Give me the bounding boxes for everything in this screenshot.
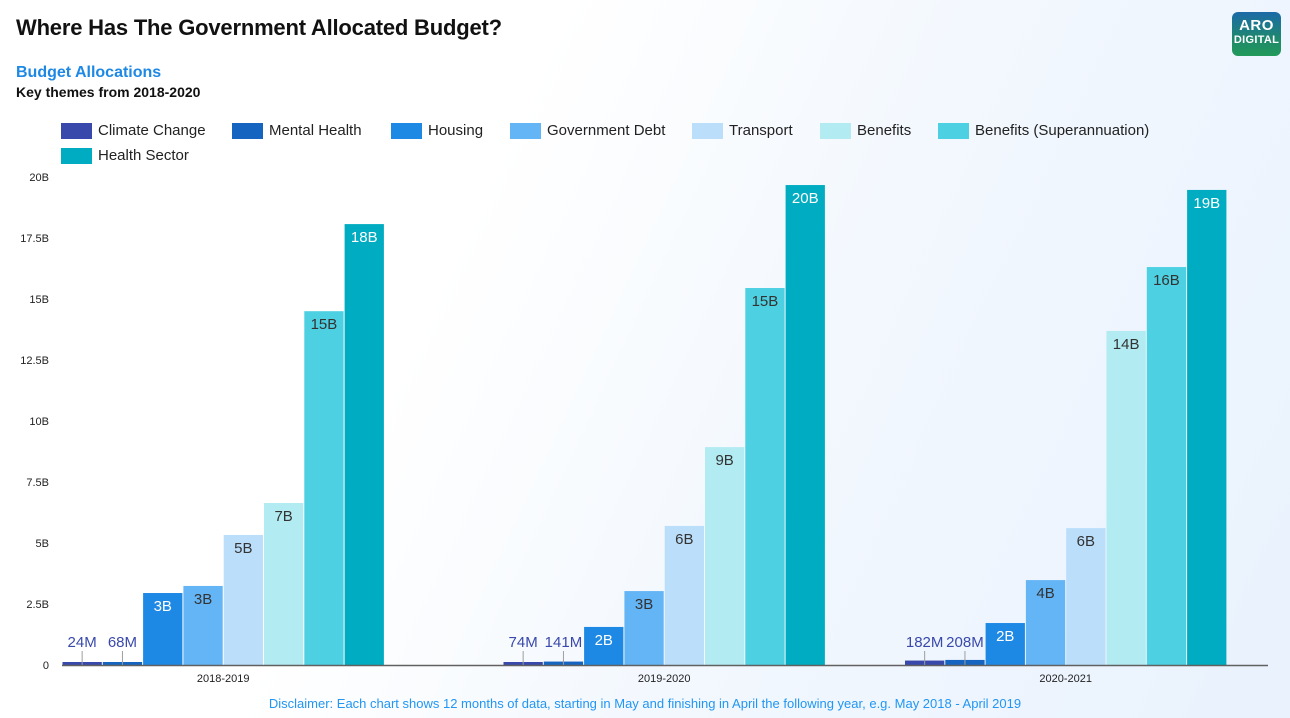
bar-housing bbox=[143, 593, 183, 665]
data-label: 9B bbox=[715, 452, 733, 469]
legend-label: Health Sector bbox=[98, 147, 189, 164]
legend-label: Mental Health bbox=[269, 122, 362, 139]
legend-swatch bbox=[938, 122, 969, 139]
data-label: 15B bbox=[311, 316, 338, 333]
bar-benefits-superannuation bbox=[304, 311, 344, 665]
x-tick-label: 2020-2021 bbox=[1039, 673, 1092, 685]
legend-swatch bbox=[61, 122, 92, 139]
bar-government-debt bbox=[1025, 580, 1066, 665]
bar-housing bbox=[584, 626, 624, 665]
data-label: 4B bbox=[1036, 585, 1054, 602]
bar-benefits-superannuation bbox=[1146, 267, 1187, 665]
legend-label: Benefits (Superannuation) bbox=[975, 122, 1150, 139]
y-tick-label: 20B bbox=[29, 172, 49, 184]
legend-item[interactable]: Government Debt bbox=[510, 122, 665, 139]
data-label: 208M bbox=[946, 634, 984, 651]
logo-text-top: ARO bbox=[1239, 17, 1274, 34]
bar-government-debt bbox=[183, 585, 223, 665]
legend-item[interactable]: Health Sector bbox=[61, 147, 189, 164]
data-label: 6B bbox=[1077, 533, 1095, 550]
data-label: 20B bbox=[792, 190, 819, 207]
legend-item[interactable]: Transport bbox=[692, 122, 793, 139]
bar-benefits bbox=[705, 447, 745, 665]
data-label: 3B bbox=[635, 596, 653, 613]
y-tick-label: 15B bbox=[29, 294, 49, 306]
legend-label: Transport bbox=[729, 122, 793, 139]
bar-health-sector bbox=[344, 224, 384, 666]
data-label: 182M bbox=[906, 634, 944, 651]
aro-digital-logo: ARO DIGITAL bbox=[1232, 12, 1281, 56]
chart-subtitle: Budget Allocations bbox=[16, 64, 162, 81]
y-tick-label: 17.5B bbox=[20, 233, 49, 245]
legend-swatch bbox=[820, 122, 851, 139]
legend-swatch bbox=[232, 122, 263, 139]
data-label: 141M bbox=[545, 634, 583, 651]
page-title: Where Has The Government Allocated Budge… bbox=[16, 15, 502, 40]
bar-housing bbox=[985, 623, 1025, 665]
bar-government-debt bbox=[624, 591, 664, 665]
legend-label: Government Debt bbox=[547, 122, 666, 139]
legend-swatch bbox=[391, 122, 422, 139]
chart-description: Key themes from 2018-2020 bbox=[16, 84, 201, 100]
legend-item[interactable]: Benefits bbox=[820, 122, 911, 139]
y-tick-label: 12.5B bbox=[20, 355, 49, 367]
bar-health-sector bbox=[1187, 189, 1227, 665]
data-label: 19B bbox=[1193, 195, 1220, 212]
data-label: 6B bbox=[675, 531, 693, 548]
data-label: 16B bbox=[1153, 272, 1180, 289]
data-label: 68M bbox=[108, 634, 137, 651]
bar-health-sector bbox=[785, 185, 825, 665]
bar-transport bbox=[223, 534, 263, 665]
legend-item[interactable]: Benefits (Superannuation) bbox=[938, 122, 1149, 139]
disclaimer-text: Disclaimer: Each chart shows 12 months o… bbox=[268, 696, 1022, 711]
legend-label: Benefits bbox=[857, 122, 912, 139]
legend-swatch bbox=[692, 122, 723, 139]
x-tick-label: 2019-2020 bbox=[638, 673, 691, 685]
data-label: 74M bbox=[509, 634, 538, 651]
data-label: 5B bbox=[234, 540, 252, 557]
data-label: 2B bbox=[595, 632, 613, 649]
x-tick-label: 2018-2019 bbox=[197, 673, 250, 685]
y-tick-label: 10B bbox=[29, 416, 49, 428]
logo-text-bottom: DIGITAL bbox=[1233, 34, 1280, 46]
data-label: 24M bbox=[68, 634, 97, 651]
legend-label: Climate Change bbox=[98, 122, 206, 139]
bar-benefits-superannuation bbox=[745, 288, 785, 665]
data-label: 3B bbox=[194, 591, 212, 608]
bar-benefits bbox=[264, 502, 304, 665]
legend-label: Housing bbox=[428, 122, 484, 139]
legend-item[interactable]: Mental Health bbox=[232, 122, 362, 139]
y-tick-label: 7.5B bbox=[26, 477, 49, 489]
legend-item[interactable]: Housing bbox=[391, 122, 483, 139]
data-label: 2B bbox=[996, 628, 1014, 645]
y-tick-label: 2.5B bbox=[26, 599, 49, 611]
y-tick-label: 5B bbox=[36, 538, 49, 550]
bar-benefits bbox=[1106, 330, 1146, 665]
data-label: 7B bbox=[274, 508, 292, 525]
y-tick-label: 0 bbox=[43, 660, 49, 672]
data-label: 3B bbox=[154, 598, 172, 615]
legend-swatch bbox=[61, 147, 92, 164]
legend-item[interactable]: Climate Change bbox=[61, 122, 206, 139]
data-label: 15B bbox=[752, 293, 779, 310]
data-label: 18B bbox=[351, 229, 378, 246]
bar-transport bbox=[1066, 528, 1106, 665]
bar-transport bbox=[664, 525, 704, 665]
legend-swatch bbox=[510, 122, 541, 139]
data-label: 14B bbox=[1113, 336, 1140, 353]
